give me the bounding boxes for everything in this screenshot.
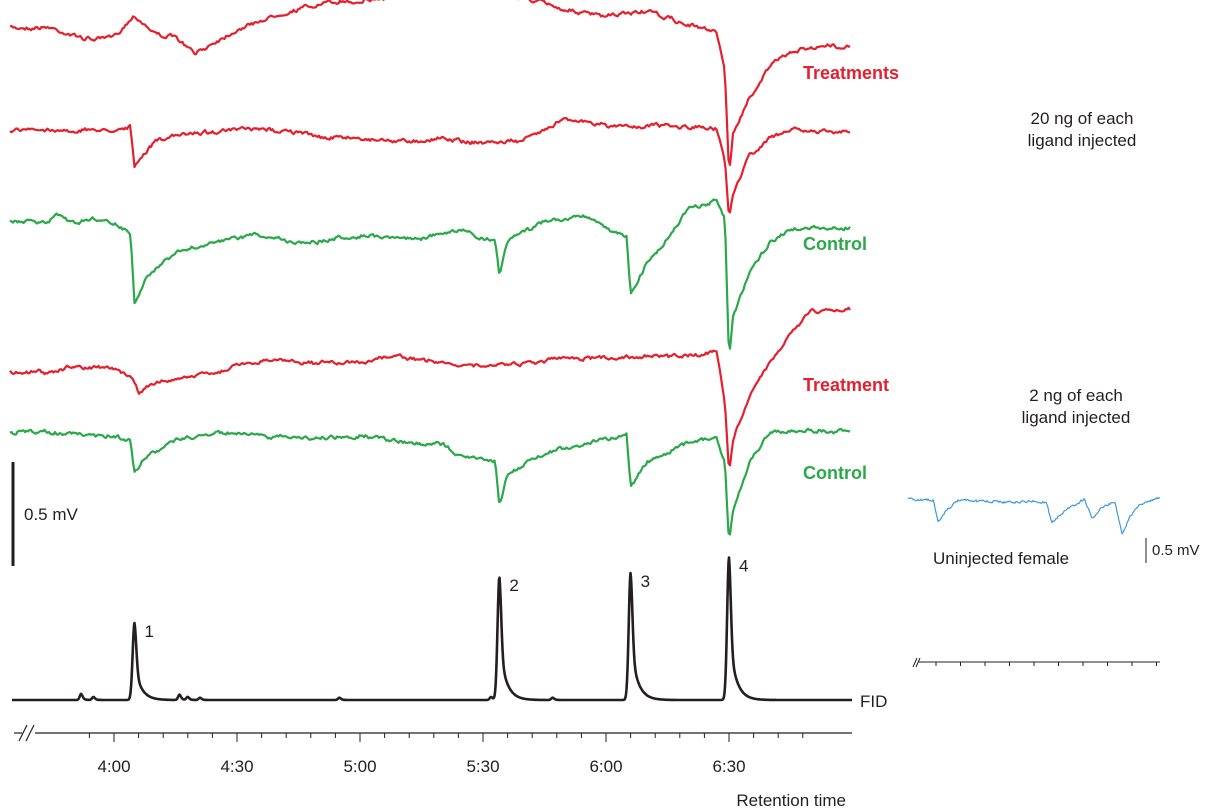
fid-peak-label-2: 2 — [509, 576, 518, 595]
trace-treatments-20ng-0 — [9, 0, 851, 166]
x-tick-label-4-00: 4:00 — [97, 757, 130, 776]
x-axis-label: Retention time — [736, 791, 846, 810]
x-tick-label-5-00: 5:00 — [343, 757, 376, 776]
inset-fid-peak-label-4: 4 — [1133, 0, 1142, 4]
main-traces — [9, 0, 851, 536]
inset: 1 2 3 4 — [907, 0, 1161, 668]
trace-control-20ng-2 — [9, 198, 851, 350]
x-axis: 4:00 4:30 5:00 5:30 6:00 6:30 — [14, 724, 852, 776]
dose-note-20ng: 20 ng of each ligand injected — [1028, 109, 1137, 150]
inset-axis-break-mark-1 — [912, 657, 918, 668]
inset-series-label: Uninjected female — [933, 549, 1069, 568]
fid-trace — [11, 556, 853, 702]
fid-peak-label-3: 3 — [641, 572, 650, 591]
trace-treatment-2ng-0 — [9, 306, 851, 467]
series-label-treatment-2ng: Treatment — [803, 375, 889, 395]
series-label-control-2ng: Control — [803, 463, 867, 483]
axis-break-mark-1 — [18, 724, 28, 742]
series-label-treatments: Treatments — [803, 63, 899, 83]
dose-note-2ng: 2 ng of each ligand injected — [1022, 386, 1131, 427]
x-tick-label-6-00: 6:00 — [589, 757, 622, 776]
x-tick-label-4-30: 4:30 — [220, 757, 253, 776]
fid-peak-label-4: 4 — [739, 557, 748, 576]
axis-break-mark-2 — [25, 724, 35, 742]
x-tick-label-6-30: 6:30 — [712, 757, 745, 776]
series-label-control-20ng: Control — [803, 234, 867, 254]
inset-fid-peak-label-3: 3 — [1098, 0, 1107, 4]
inset-uninjected-trace — [907, 496, 1161, 535]
fid-label: FID — [860, 692, 887, 711]
x-tick-label-5-30: 5:30 — [466, 757, 499, 776]
trace-treatments-20ng-1 — [9, 116, 851, 214]
inset-axis-break-mark-2 — [915, 657, 921, 668]
inset-fid-peak-label-2: 2 — [1060, 0, 1069, 4]
inset-fid-peak-label-1: 1 — [944, 0, 953, 4]
inset-scale-bar-label: 0.5 mV — [1152, 542, 1200, 559]
scale-bar-label: 0.5 mV — [24, 505, 79, 524]
fid-trace-group: 1 2 3 4 — [11, 556, 853, 702]
fid-peak-label-1: 1 — [145, 622, 154, 641]
trace-control-2ng-1 — [9, 427, 851, 536]
